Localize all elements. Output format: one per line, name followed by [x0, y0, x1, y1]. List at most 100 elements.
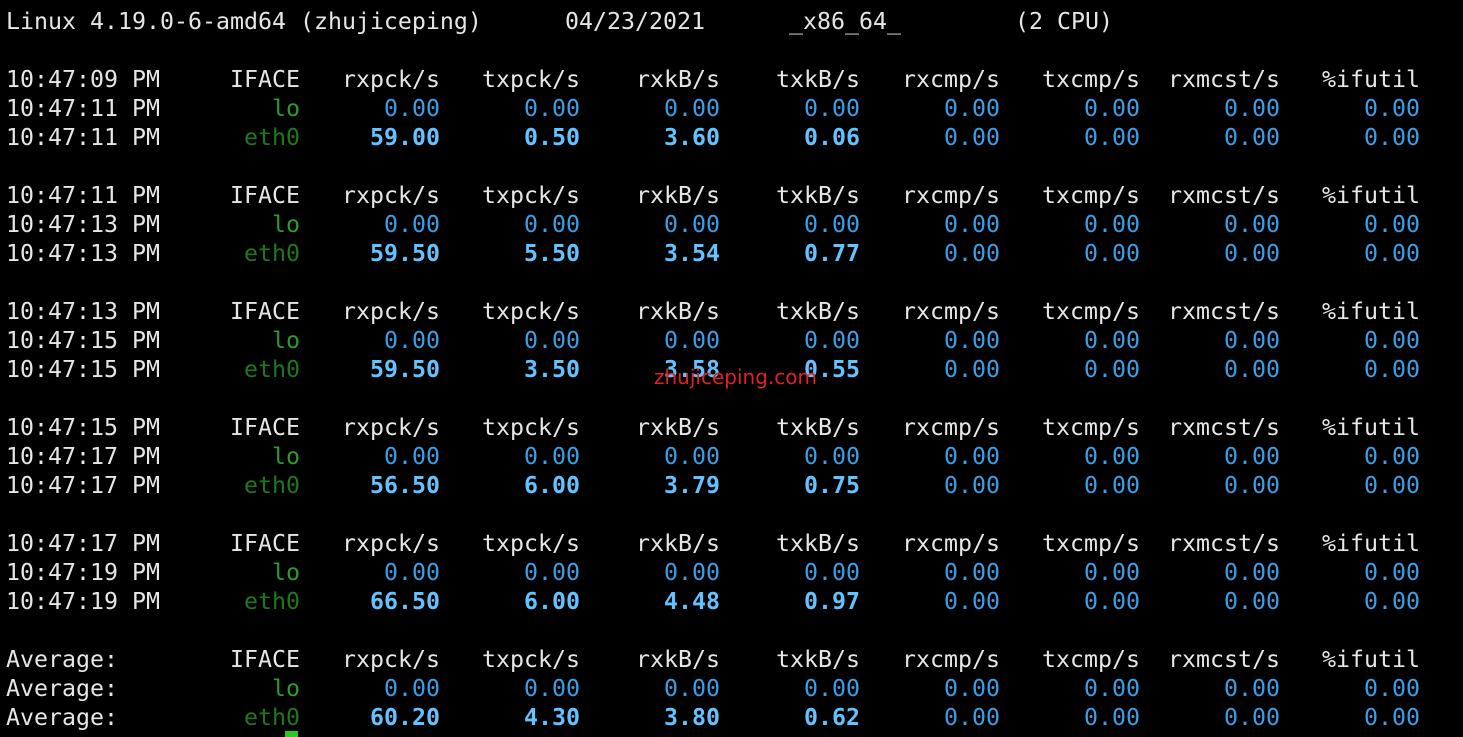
stat-value: 0.00 [1364, 442, 1420, 470]
iface: eth0 [244, 703, 300, 731]
stat-value: 6.00 [524, 587, 580, 615]
stat-value: 56.50 [370, 471, 440, 499]
column-header: rxpck/s [342, 65, 440, 93]
stat-value: 0.00 [664, 326, 720, 354]
stat-value: 59.00 [370, 123, 440, 151]
stat-value: 0.00 [1364, 558, 1420, 586]
stat-value: 0.00 [1084, 471, 1140, 499]
stat-value: 0.00 [1224, 210, 1280, 238]
header-time: 10:47:15 PM [6, 413, 160, 441]
kernel-info: Linux 4.19.0-6-amd64 (zhujiceping) [6, 7, 482, 35]
stat-value: 0.00 [524, 326, 580, 354]
column-header: rxpck/s [342, 645, 440, 673]
column-header: rxcmp/s [902, 297, 1000, 325]
column-header: %ifutil [1322, 413, 1420, 441]
column-header: rxkB/s [636, 413, 720, 441]
stat-value: 59.50 [370, 355, 440, 383]
stat-value: 0.00 [1224, 355, 1280, 383]
column-header: txkB/s [776, 413, 860, 441]
column-header: rxkB/s [636, 297, 720, 325]
column-header: txpck/s [482, 645, 580, 673]
column-header: %ifutil [1322, 645, 1420, 673]
stat-value: 6.00 [524, 471, 580, 499]
stat-value: 3.60 [664, 123, 720, 151]
stat-value: 0.00 [1224, 442, 1280, 470]
stat-value: 0.00 [1084, 558, 1140, 586]
column-header: %ifutil [1322, 181, 1420, 209]
stat-value: 0.00 [1364, 587, 1420, 615]
row-time: Average: [6, 674, 118, 702]
column-header: txpck/s [482, 529, 580, 557]
stat-value: 0.00 [944, 703, 1000, 731]
stat-value: 0.00 [944, 587, 1000, 615]
stat-value: 0.00 [1224, 674, 1280, 702]
stat-value: 0.00 [944, 326, 1000, 354]
stat-value: 0.00 [944, 355, 1000, 383]
stat-value: 0.00 [944, 558, 1000, 586]
stat-value: 5.50 [524, 239, 580, 267]
header-time: 10:47:17 PM [6, 529, 160, 557]
stat-value: 0.00 [1224, 326, 1280, 354]
iface: lo [272, 94, 300, 122]
column-header: IFACE [230, 529, 300, 557]
stat-value: 0.00 [524, 558, 580, 586]
stat-value: 0.00 [664, 442, 720, 470]
stat-value: 59.50 [370, 239, 440, 267]
stat-value: 0.00 [1224, 239, 1280, 267]
column-header: IFACE [230, 413, 300, 441]
stat-value: 0.00 [804, 326, 860, 354]
stat-value: 0.00 [1224, 587, 1280, 615]
stat-value: 3.50 [524, 355, 580, 383]
column-header: txpck/s [482, 65, 580, 93]
stat-value: 0.00 [1084, 587, 1140, 615]
row-time: 10:47:15 PM [6, 326, 160, 354]
column-header: IFACE [230, 297, 300, 325]
stat-value: 3.58 [664, 355, 720, 383]
stat-value: 0.00 [524, 674, 580, 702]
stat-value: 4.48 [664, 587, 720, 615]
iface: lo [272, 326, 300, 354]
column-header: txcmp/s [1042, 65, 1140, 93]
column-header: txkB/s [776, 181, 860, 209]
row-time: 10:47:19 PM [6, 587, 160, 615]
row-time: 10:47:11 PM [6, 94, 160, 122]
stat-value: 0.00 [1224, 123, 1280, 151]
column-header: rxmcst/s [1168, 65, 1280, 93]
column-header: rxkB/s [636, 529, 720, 557]
stat-value: 0.00 [1084, 674, 1140, 702]
stat-value: 0.00 [944, 239, 1000, 267]
row-time: 10:47:17 PM [6, 442, 160, 470]
column-header: txcmp/s [1042, 181, 1140, 209]
cursor [285, 731, 298, 737]
column-header: txpck/s [482, 413, 580, 441]
stat-value: 0.00 [664, 210, 720, 238]
column-header: txpck/s [482, 297, 580, 325]
column-header: txcmp/s [1042, 529, 1140, 557]
stat-value: 0.62 [804, 703, 860, 731]
stat-value: 0.00 [1364, 355, 1420, 383]
row-time: Average: [6, 703, 118, 731]
column-header: rxcmp/s [902, 529, 1000, 557]
stat-value: 0.00 [664, 558, 720, 586]
iface: lo [272, 210, 300, 238]
arch: _x86_64_ [789, 7, 901, 35]
column-header: txcmp/s [1042, 297, 1140, 325]
stat-value: 0.00 [384, 558, 440, 586]
stat-value: 0.75 [804, 471, 860, 499]
stat-value: 0.00 [384, 674, 440, 702]
stat-value: 0.00 [1364, 123, 1420, 151]
stat-value: 0.97 [804, 587, 860, 615]
stat-value: 0.00 [1084, 442, 1140, 470]
column-header: rxpck/s [342, 181, 440, 209]
cpu-count: (2 CPU) [1015, 7, 1113, 35]
column-header: IFACE [230, 65, 300, 93]
column-header: rxpck/s [342, 297, 440, 325]
column-header: rxkB/s [636, 181, 720, 209]
stat-value: 0.00 [1364, 326, 1420, 354]
iface: eth0 [244, 123, 300, 151]
stat-value: 3.54 [664, 239, 720, 267]
column-header: rxpck/s [342, 413, 440, 441]
stat-value: 0.00 [1224, 471, 1280, 499]
header-time: 10:47:09 PM [6, 65, 160, 93]
